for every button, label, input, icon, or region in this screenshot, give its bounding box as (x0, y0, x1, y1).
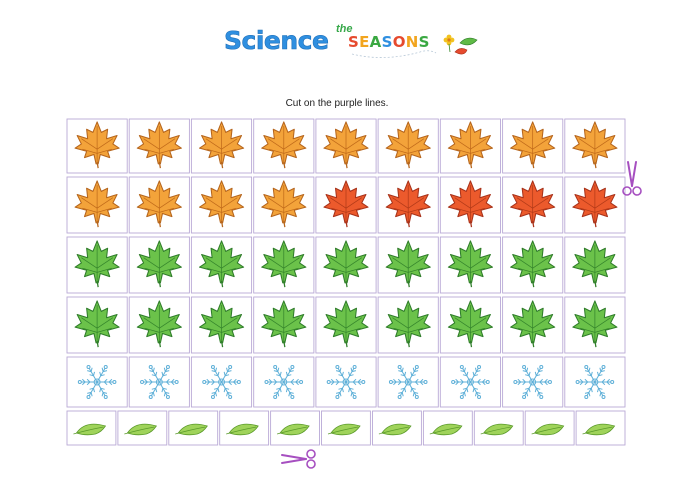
maple-leaf-icon (447, 121, 494, 169)
maple-leaf-icon (385, 300, 431, 348)
maple-leaf-icon (510, 121, 556, 169)
maple-leaf-icon (198, 300, 245, 348)
small-leaf-icon (531, 423, 565, 436)
maple-leaf-icon (447, 300, 494, 348)
small-leaf-icon (429, 423, 463, 436)
maple-leaf-icon (323, 300, 369, 348)
maple-leaf-icon (136, 180, 182, 228)
cut-cell (422, 410, 473, 446)
snowflake-row (66, 356, 626, 408)
small-leaf-icon (175, 423, 208, 436)
flower-icon (443, 34, 455, 53)
seasons-letter: A (369, 33, 382, 51)
small-leaf-icon (480, 423, 514, 436)
maple-leaf-icon (136, 300, 182, 348)
snowflake-icon (575, 365, 615, 399)
maple-leaf-icon (385, 240, 431, 288)
orange-maple-row (66, 118, 626, 174)
cut-cell (372, 410, 422, 446)
maple-leaf-icon (385, 121, 431, 169)
maple-leaf-icon (572, 121, 618, 169)
green-leaf-icon (459, 37, 478, 46)
red-leaf-icon (454, 48, 468, 55)
cut-cell (315, 356, 377, 408)
small-leaf-icon (73, 423, 107, 436)
maple-leaf-icon (136, 121, 182, 169)
snowflake-icon (388, 365, 428, 399)
maple-leaf-icon (261, 180, 307, 228)
instruction-text: Cut on the purple lines. (285, 98, 389, 109)
title-the: the (336, 23, 353, 35)
title-science: Science (224, 26, 330, 56)
maple-leaf-icon (510, 240, 556, 288)
small-leaf-icon (378, 423, 412, 436)
title-seasons: SEASONS (348, 33, 430, 51)
snowflake-icon (140, 365, 179, 399)
maple-leaf-icon (447, 180, 494, 228)
snowflake-icon (326, 365, 366, 399)
maple-leaf-icon (447, 240, 494, 288)
maple-leaf-icon (572, 300, 618, 348)
maple-leaf-icon (510, 300, 556, 348)
small-leaf-icon (327, 423, 361, 436)
maple-leaf-icon (572, 240, 618, 288)
maple-leaf-icon (136, 240, 182, 288)
seasons-letter: S (418, 33, 430, 51)
small-leaf-icon (276, 423, 310, 436)
snowflake-icon (264, 365, 304, 399)
green-maple-row-1 (66, 236, 626, 294)
maple-leaf-icon (261, 300, 307, 348)
maple-leaf-icon (74, 300, 120, 348)
maple-leaf-icon (323, 180, 369, 228)
snowflake-icon (513, 365, 552, 399)
cell-grid (66, 118, 626, 446)
maple-leaf-icon (385, 180, 431, 228)
small-leaf-icon (124, 423, 157, 436)
maple-leaf-icon (74, 121, 120, 169)
maple-leaf-icon (510, 180, 556, 228)
seasons-letter: O (392, 33, 406, 51)
header-decoration (351, 34, 478, 58)
seasons-letter: S (381, 33, 393, 51)
orange-red-maple-row (66, 176, 626, 234)
maple-leaf-icon (198, 121, 245, 169)
small-leaf-icon (226, 423, 259, 436)
seasons-letter: E (359, 33, 370, 51)
header-logo: Science the SEASONS (224, 22, 484, 72)
maple-leaf-icon (323, 121, 369, 169)
snowflake-icon (77, 365, 117, 399)
seasons-letter: N (405, 33, 419, 51)
maple-leaf-icon (74, 180, 120, 228)
snowflake-icon (202, 365, 241, 399)
cut-cell (473, 410, 524, 446)
maple-leaf-icon (323, 240, 369, 288)
seasons-letter: S (348, 33, 360, 51)
green-maple-row-2 (66, 296, 626, 354)
small-leaf-icon (582, 423, 616, 436)
maple-leaf-icon (572, 180, 618, 228)
maple-leaf-icon (74, 240, 120, 288)
snowflake-icon (451, 365, 490, 399)
swirl-line-icon (351, 50, 437, 58)
small-leaf-row (66, 410, 626, 446)
maple-leaf-icon (198, 180, 245, 228)
scissors-icon (622, 161, 642, 196)
maple-leaf-icon (261, 240, 307, 288)
maple-leaf-icon (198, 240, 245, 288)
scissors-icon (281, 449, 316, 469)
maple-leaf-icon (261, 121, 307, 169)
